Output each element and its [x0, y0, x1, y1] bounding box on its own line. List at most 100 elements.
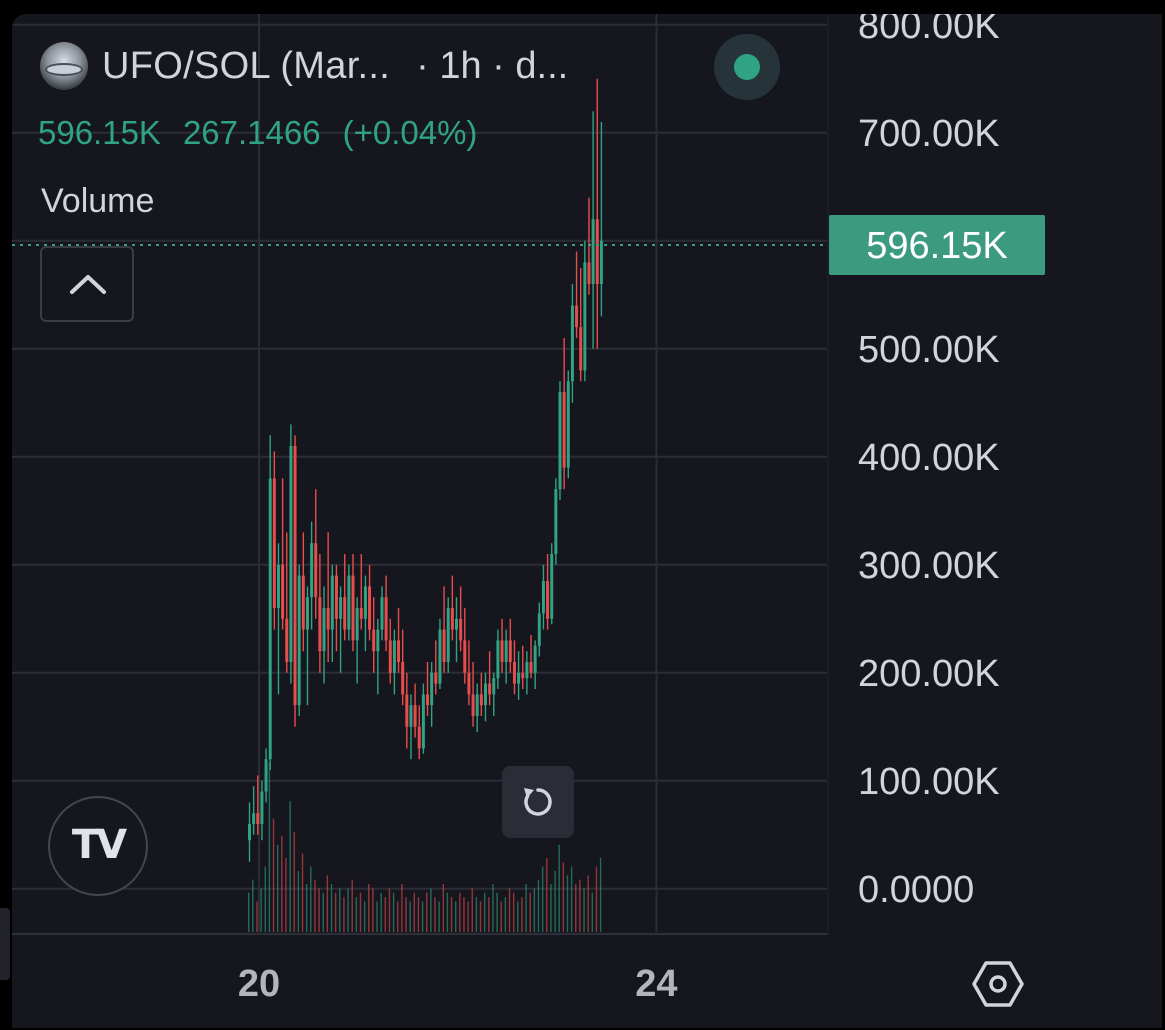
- volume-bar: [521, 897, 523, 932]
- volume-bar: [566, 875, 569, 932]
- volume-bar: [500, 901, 502, 932]
- volume-bar: [562, 862, 565, 932]
- volume-bar: [409, 901, 411, 932]
- candle-body: [430, 672, 434, 706]
- symbol-name[interactable]: UFO/SOL (Mar...: [102, 44, 391, 87]
- volume-bar: [281, 836, 283, 932]
- volume-bar: [512, 892, 515, 932]
- y-axis: 800.00K 700.00K 500.00K 400.00K 300.00K 200.0…: [858, 14, 1000, 911]
- volume-bar: [554, 870, 556, 932]
- panel-edge-handle[interactable]: [0, 908, 10, 980]
- volume-bar: [579, 879, 581, 932]
- candle-body: [421, 694, 425, 749]
- candle-body: [368, 586, 372, 630]
- y-tick-label: 200.00K: [858, 653, 1000, 695]
- candle-body: [434, 672, 438, 684]
- volume-bar: [355, 897, 358, 932]
- candle-body: [310, 543, 314, 598]
- volume-bar: [421, 901, 424, 932]
- volume-bar: [392, 892, 395, 932]
- settings-hexagon-icon: [972, 961, 1024, 1007]
- volume-bar: [268, 762, 271, 932]
- candle-body: [355, 608, 359, 641]
- volume-bar: [583, 888, 585, 932]
- x-axis: 20 24: [238, 963, 678, 1005]
- candle-body: [281, 564, 285, 619]
- market-status-indicator[interactable]: [714, 34, 780, 100]
- candle-body: [591, 219, 595, 284]
- candle-body: [372, 629, 376, 652]
- volume-bar: [330, 884, 333, 932]
- reset-icon: [524, 788, 552, 816]
- volume-bar: [475, 897, 478, 932]
- candle-body: [384, 597, 388, 641]
- volume-bar: [339, 888, 341, 932]
- volume-bar: [264, 866, 266, 932]
- candle-body: [347, 575, 351, 630]
- volume-bar: [550, 884, 552, 932]
- candle-body: [587, 262, 591, 284]
- candle-body: [297, 575, 301, 706]
- volume-bar: [434, 897, 436, 932]
- volume-bar: [450, 897, 453, 932]
- volume-bar: [413, 892, 415, 932]
- candle-body: [483, 683, 487, 706]
- volume-bar: [293, 831, 295, 932]
- volume-bar: [595, 866, 598, 932]
- volume-bar: [363, 901, 366, 932]
- last-price-label: 596.15K: [866, 225, 1008, 267]
- candle-body: [301, 575, 305, 630]
- volume-bar: [537, 879, 540, 932]
- settings-button[interactable]: [970, 958, 1026, 1010]
- candle-body: [322, 608, 326, 652]
- status-dot-icon: [734, 54, 760, 80]
- volume-bar: [310, 866, 312, 932]
- volume-bar: [438, 901, 440, 932]
- chart-canvas[interactable]: 800.00K700.00K500.00K400.00K300.00K200.0…: [12, 14, 1162, 1028]
- symbol-title-row[interactable]: UFO/SOL (Mar... · 1h · d...: [40, 40, 568, 92]
- candle-body: [442, 629, 446, 662]
- candle-body: [334, 575, 338, 619]
- candle-body: [426, 694, 430, 706]
- y-tick-label: 300.00K: [858, 545, 1000, 587]
- candle-body: [413, 705, 417, 727]
- chart-panel[interactable]: 800.00K 700.00K 500.00K 400.00K 300.00K 200.0…: [12, 14, 1162, 1028]
- candle-body: [268, 478, 272, 760]
- candle-body: [529, 662, 533, 673]
- candle-body: [351, 575, 355, 641]
- interval-label[interactable]: · 1h · d...: [416, 44, 569, 87]
- reset-chart-button[interactable]: [502, 766, 574, 838]
- candle-body: [504, 640, 508, 662]
- volume-bar: [376, 901, 378, 932]
- volume-bar: [575, 884, 577, 932]
- volume-bar: [525, 884, 527, 932]
- y-tick-label: 0.0000: [858, 869, 974, 911]
- volume-bar: [314, 879, 316, 932]
- candle-body: [260, 791, 264, 824]
- candle-body: [496, 640, 500, 679]
- volume-indicator-label[interactable]: Volume: [41, 182, 155, 220]
- volume-bar: [347, 888, 349, 932]
- candle-body: [566, 381, 570, 468]
- y-tick-label: 400.00K: [858, 437, 1000, 479]
- volume-bar: [479, 901, 482, 932]
- volume-bar: [533, 888, 536, 932]
- candle-body: [558, 392, 562, 490]
- last-value: 596.15K: [38, 114, 161, 151]
- volume-bar: [401, 884, 403, 932]
- volume-bar: [488, 897, 490, 932]
- tradingview-logo-icon[interactable]: TV: [48, 796, 148, 896]
- candle-body: [409, 705, 413, 727]
- volume-bar: [591, 892, 594, 932]
- candle-body: [450, 608, 454, 630]
- candle-body: [339, 597, 343, 619]
- volume-layer: [248, 762, 602, 932]
- y-tick-label: 500.00K: [858, 329, 1000, 371]
- volume-bar: [368, 884, 370, 932]
- candle-body: [455, 618, 458, 630]
- volume-bar: [471, 888, 473, 932]
- candle-body: [492, 678, 496, 695]
- grid-layer: [12, 14, 829, 935]
- collapse-legend-button[interactable]: [40, 246, 134, 322]
